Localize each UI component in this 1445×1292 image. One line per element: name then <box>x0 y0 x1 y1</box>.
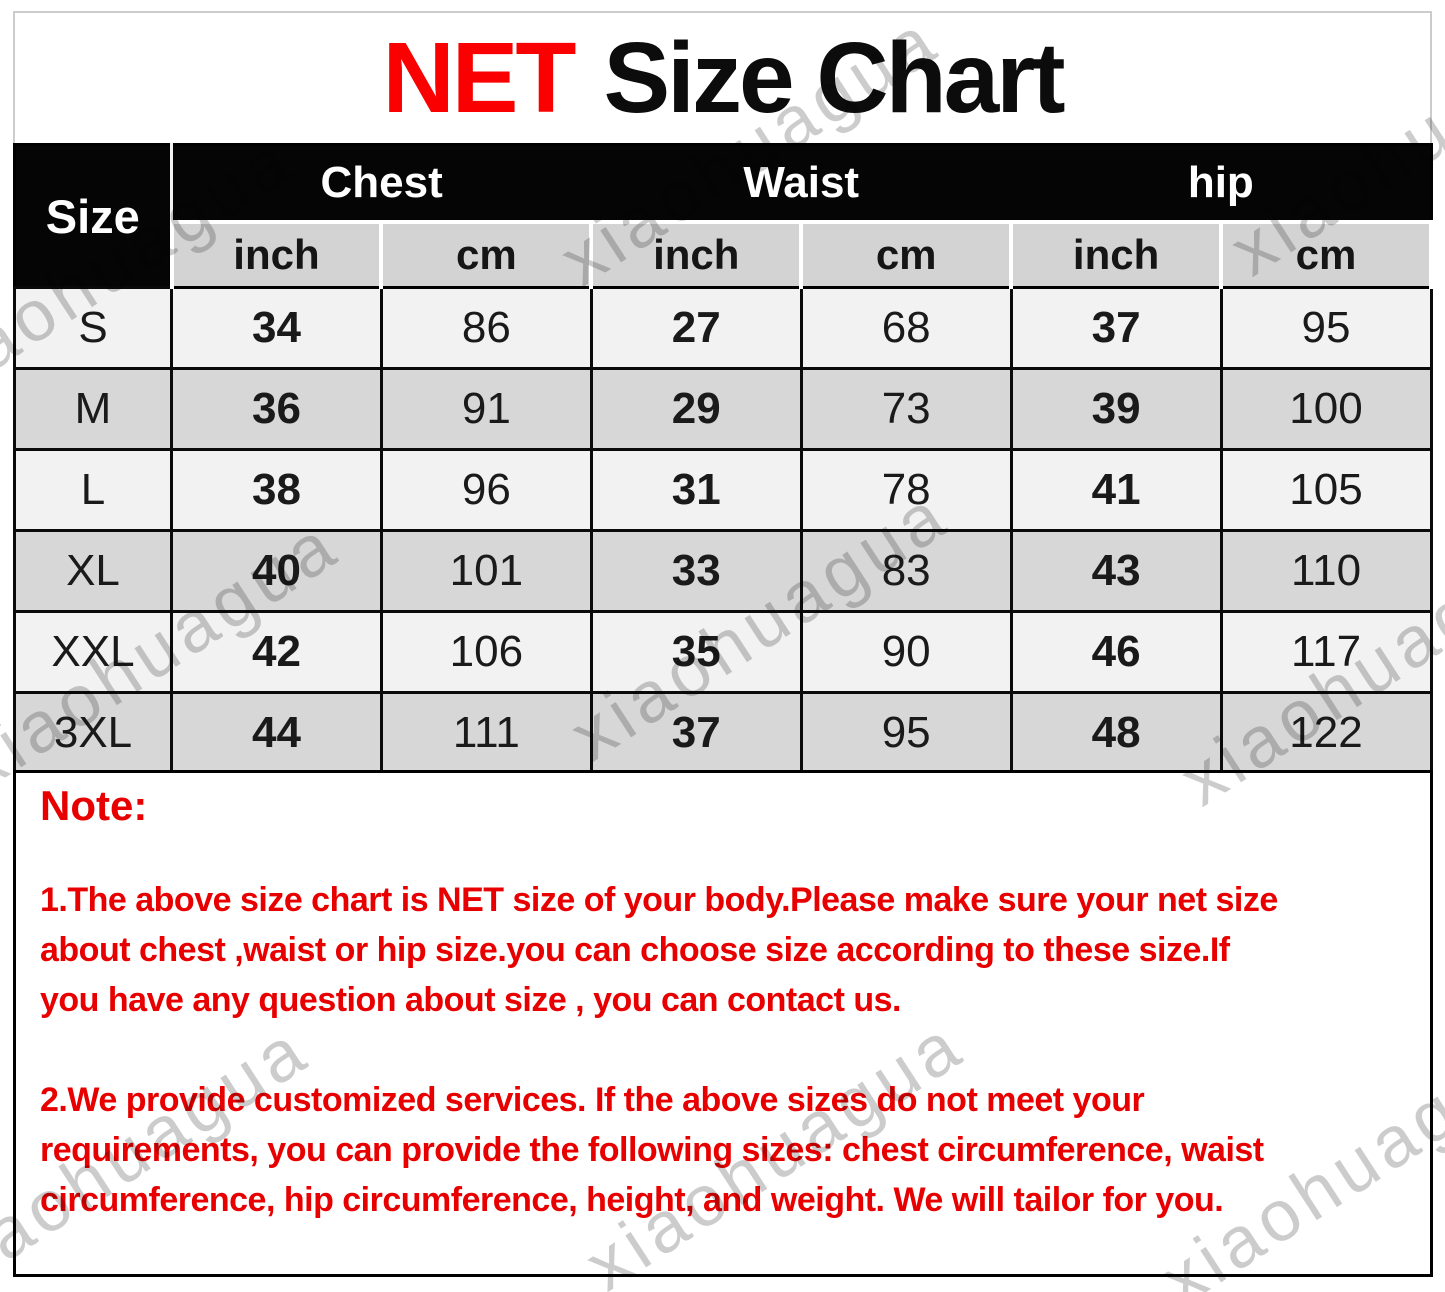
value-cell-inch: 37 <box>1009 286 1223 370</box>
table-row-m: M 36 91 29 73 39 100 <box>13 367 1433 451</box>
value-cell-cm: 73 <box>799 367 1013 451</box>
value-cell-inch: 46 <box>1009 610 1223 694</box>
value-cell-cm: 78 <box>799 448 1013 532</box>
table-row-l: L 38 96 31 78 41 105 <box>13 448 1433 532</box>
table-header: Size Chest Waist hip inch cm inch cm inc… <box>14 144 1433 289</box>
note-box: Note: 1.The above size chart is NET size… <box>13 770 1433 1277</box>
table-row-xl: XL 40 101 33 83 43 110 <box>13 529 1433 613</box>
value-cell-cm: 68 <box>799 286 1013 370</box>
value-cell-cm: 83 <box>799 529 1013 613</box>
size-label: S <box>13 286 173 370</box>
unit-header-waist-cm: cm <box>799 220 1014 289</box>
value-cell-inch: 35 <box>589 610 803 694</box>
value-cell-cm: 106 <box>379 610 593 694</box>
group-header-row: Size Chest Waist hip <box>14 144 1432 288</box>
value-cell-inch: 42 <box>170 610 383 694</box>
size-label: M <box>13 367 173 451</box>
size-label: XL <box>13 529 173 613</box>
value-cell-inch: 48 <box>1009 691 1223 775</box>
value-cell-inch: 31 <box>589 448 803 532</box>
table-row-xxl: XXL 42 106 35 90 46 117 <box>13 610 1433 694</box>
unit-header-chest-cm: cm <box>379 220 594 289</box>
value-cell-inch: 27 <box>589 286 803 370</box>
unit-header-waist-inch: inch <box>589 220 804 289</box>
value-cell-cm: 91 <box>379 367 593 451</box>
unit-header-chest-inch: inch <box>169 220 384 289</box>
size-column-header: Size <box>14 144 173 288</box>
table-body: S 34 86 27 68 37 95 M 36 91 29 73 39 100 L 38 96 31 78 41 10… <box>13 286 1433 775</box>
value-cell-cm: 117 <box>1219 610 1433 694</box>
size-label: 3XL <box>13 691 173 775</box>
value-cell-cm: 90 <box>799 610 1013 694</box>
unit-header-hip-cm: cm <box>1219 220 1433 289</box>
table-row-s: S 34 86 27 68 37 95 <box>13 286 1433 370</box>
value-cell-inch: 39 <box>1009 367 1223 451</box>
column-group-chest: Chest <box>170 144 593 222</box>
column-group-hip: hip <box>1010 144 1432 222</box>
unit-header-row: inch cm inch cm inch cm <box>15 220 1433 289</box>
value-cell-cm: 122 <box>1219 691 1433 775</box>
note-heading: Note: <box>40 782 148 829</box>
column-group-waist: Waist <box>590 144 1013 222</box>
value-cell-cm: 86 <box>379 286 593 370</box>
value-cell-cm: 105 <box>1219 448 1433 532</box>
size-label: L <box>13 448 173 532</box>
value-cell-inch: 40 <box>170 529 383 613</box>
page-title: NET Size Chart <box>13 13 1432 143</box>
value-cell-cm: 95 <box>799 691 1013 775</box>
value-cell-inch: 44 <box>170 691 383 775</box>
value-cell-inch: 37 <box>589 691 803 775</box>
value-cell-inch: 36 <box>170 367 383 451</box>
title-accent: NET <box>382 21 576 134</box>
value-cell-cm: 100 <box>1219 367 1433 451</box>
value-cell-cm: 111 <box>379 691 593 775</box>
note-paragraph-1: 1.The above size chart is NET size of yo… <box>40 881 1278 1019</box>
note-paragraph-2: 2.We provide customized services. If the… <box>40 1081 1264 1219</box>
unit-header-hip-inch: inch <box>1009 220 1224 289</box>
value-cell-inch: 38 <box>170 448 383 532</box>
value-cell-cm: 110 <box>1219 529 1433 613</box>
value-cell-inch: 43 <box>1009 529 1223 613</box>
value-cell-cm: 96 <box>379 448 593 532</box>
value-cell-cm: 95 <box>1219 286 1433 370</box>
value-cell-cm: 101 <box>379 529 593 613</box>
value-cell-inch: 34 <box>170 286 383 370</box>
size-label: XXL <box>13 610 173 694</box>
title-main: Size Chart <box>603 21 1065 134</box>
table-row-3xl: 3XL 44 111 37 95 48 122 <box>13 691 1433 775</box>
value-cell-inch: 33 <box>589 529 803 613</box>
value-cell-inch: 41 <box>1009 448 1223 532</box>
value-cell-inch: 29 <box>589 367 803 451</box>
size-table: Size Chest Waist hip inch cm inch cm inc… <box>13 143 1433 775</box>
